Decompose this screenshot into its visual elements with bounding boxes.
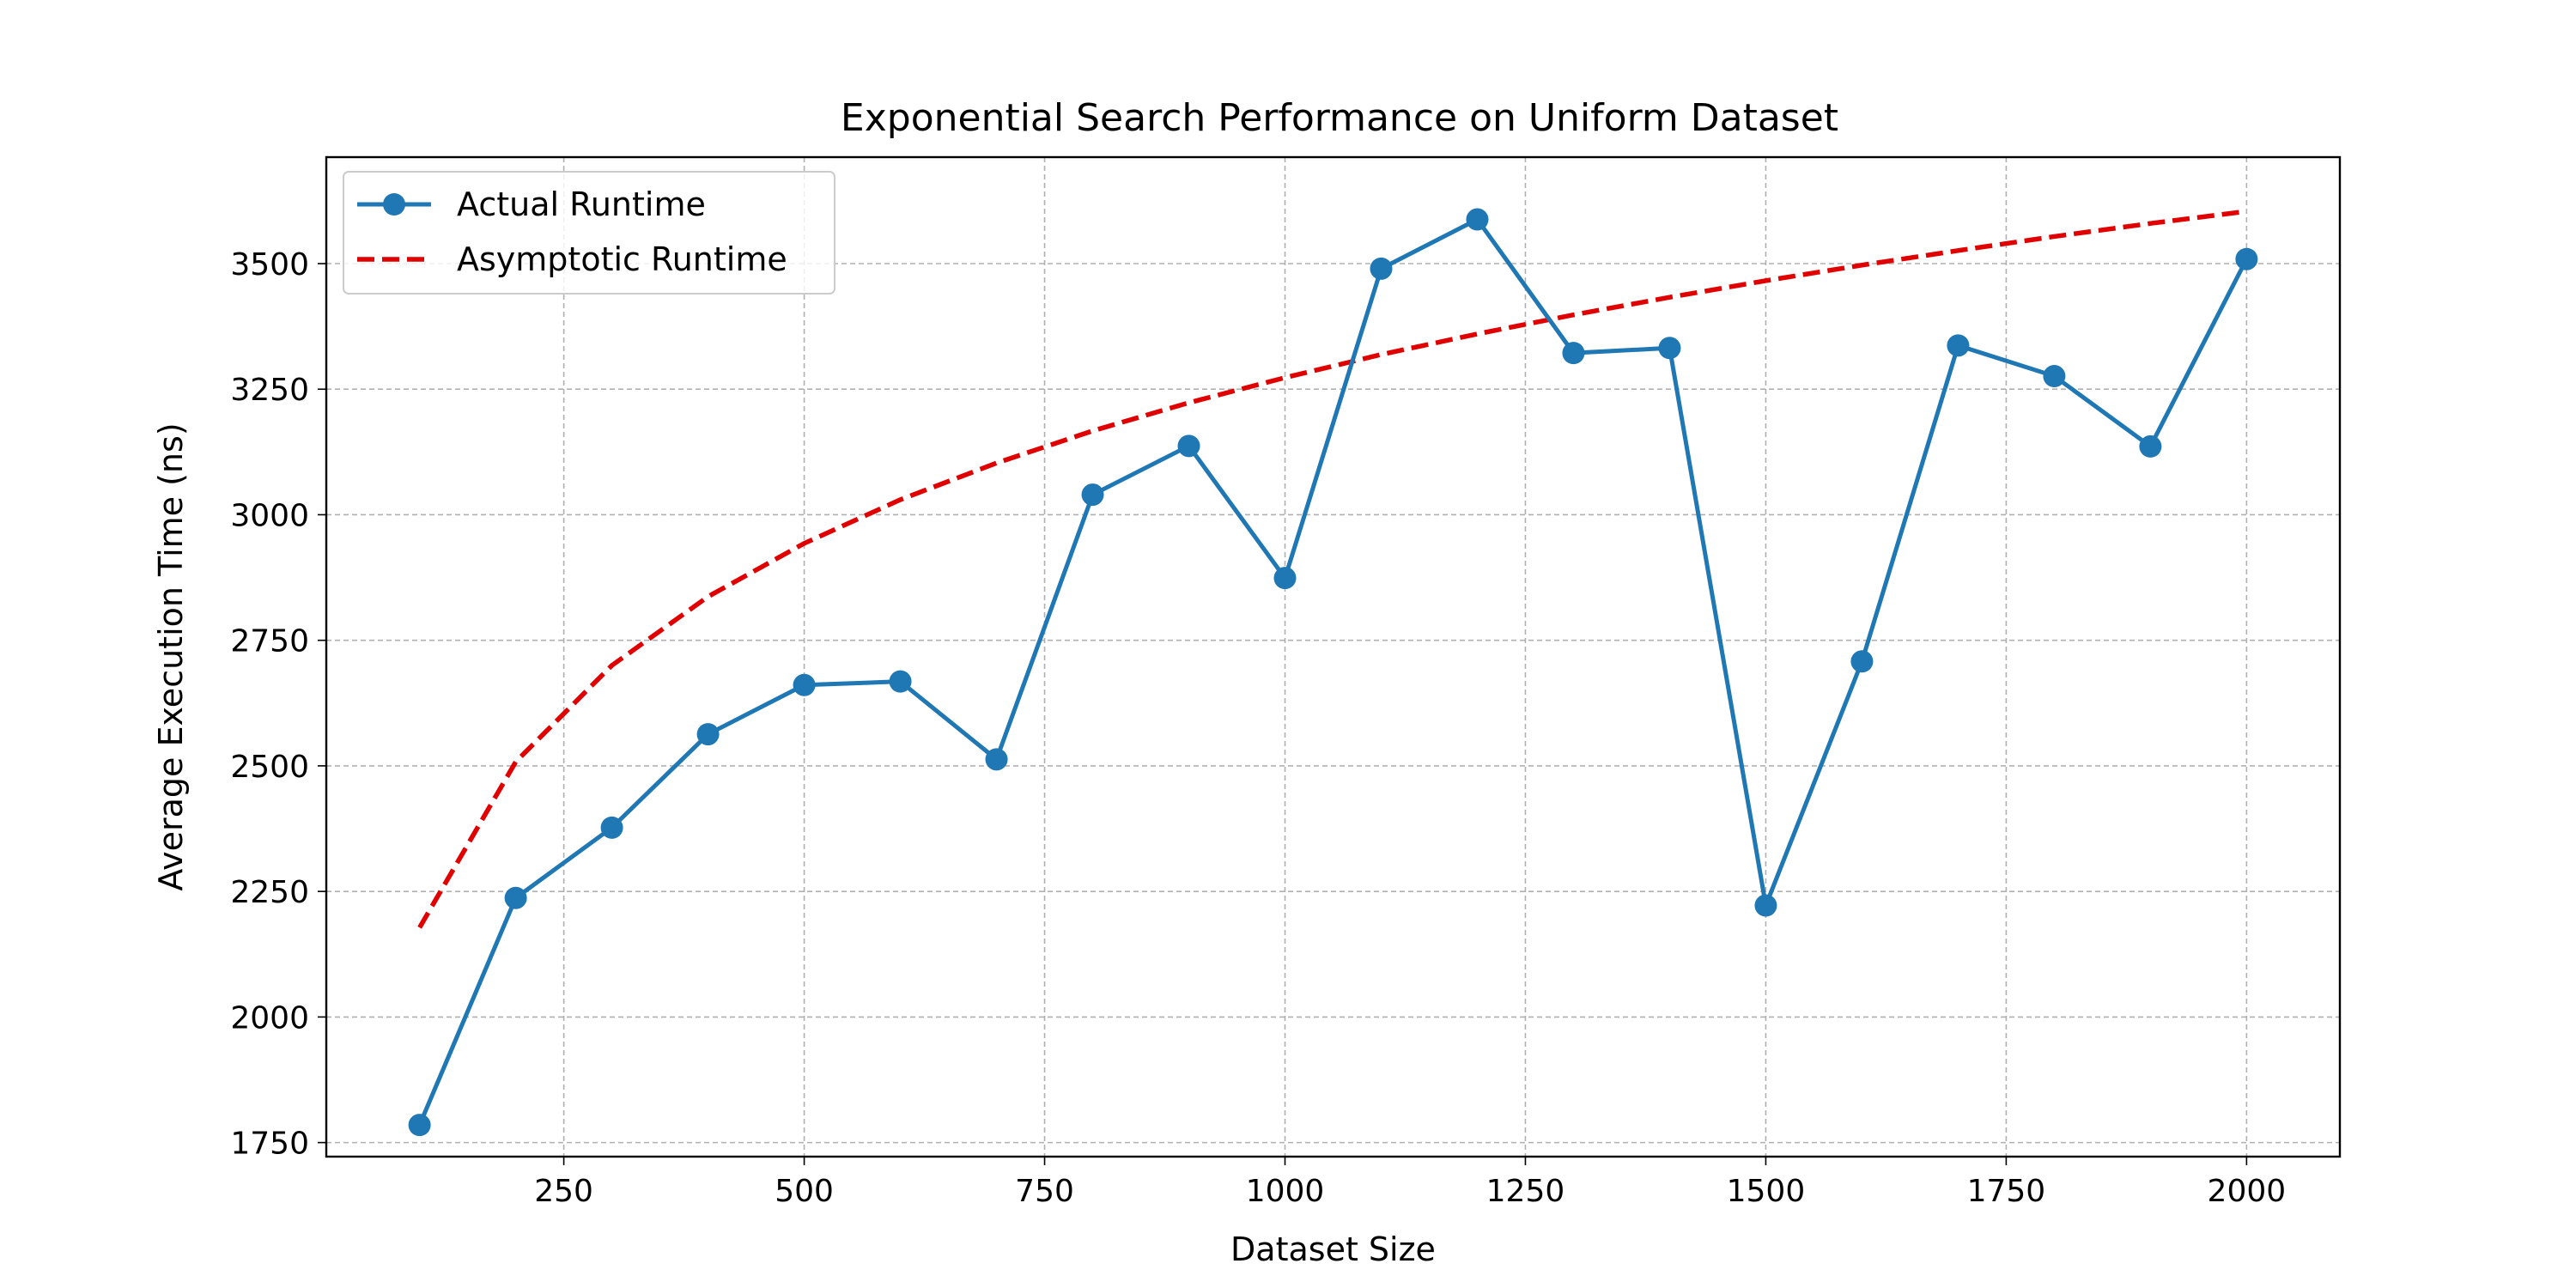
y-axis-label: Average Execution Time (ns) xyxy=(152,422,190,890)
legend-label-actual-runtime: Actual Runtime xyxy=(457,185,706,223)
series-line-asymptotic-runtime xyxy=(417,209,2247,929)
data-point-actual-runtime xyxy=(1273,567,1297,590)
y-tick-label: 3000 xyxy=(230,498,309,533)
x-axis-label: Dataset Size xyxy=(1230,1230,1436,1268)
data-point-actual-runtime xyxy=(2139,434,2162,458)
data-point-actual-runtime xyxy=(1370,257,1393,280)
series-line-actual-runtime xyxy=(417,217,2249,1127)
legend: Actual Runtime Asymptotic Runtime xyxy=(343,171,835,295)
data-point-actual-runtime xyxy=(2235,247,2258,270)
x-tick-label: 750 xyxy=(1015,1174,1074,1209)
y-tick-label: 2000 xyxy=(230,1000,309,1036)
data-point-actual-runtime xyxy=(1754,894,1777,917)
x-tick-label: 1500 xyxy=(1727,1174,1806,1209)
axis-ticks: 250 500 750 1000 1250 1500 1750 2000 1750 2000 225… xyxy=(230,247,2286,1209)
data-point-actual-runtime xyxy=(1850,650,1874,673)
data-point-actual-runtime xyxy=(2043,365,2066,388)
data-point-actual-runtime xyxy=(1177,434,1200,458)
x-tick-label: 2000 xyxy=(2208,1174,2287,1209)
y-tick-label: 3250 xyxy=(230,373,309,408)
data-point-actual-runtime xyxy=(1081,483,1104,507)
data-point-actual-runtime xyxy=(408,1114,431,1137)
x-tick-label: 1750 xyxy=(1967,1174,2046,1209)
x-tick-label: 1250 xyxy=(1486,1174,1565,1209)
data-point-actual-runtime xyxy=(504,886,527,909)
data-point-actual-runtime xyxy=(1947,334,1970,357)
y-tick-label: 3500 xyxy=(230,247,309,283)
y-tick-label: 2750 xyxy=(230,624,309,659)
legend-label-asymptotic-runtime: Asymptotic Runtime xyxy=(457,240,787,278)
x-tick-label: 500 xyxy=(775,1174,834,1209)
legend-box xyxy=(343,171,835,295)
y-tick-label: 1750 xyxy=(230,1127,309,1162)
chart-title: Exponential Search Performance on Unifor… xyxy=(841,96,1838,140)
data-point-actual-runtime xyxy=(793,673,816,696)
legend-marker-actual-runtime xyxy=(383,193,405,216)
plot-series xyxy=(408,208,2258,1137)
grid-lines xyxy=(326,157,2340,1157)
x-tick-label: 250 xyxy=(534,1174,593,1209)
y-tick-label: 2500 xyxy=(230,750,309,785)
data-point-actual-runtime xyxy=(985,748,1008,771)
plot-area-frame xyxy=(325,155,2342,1158)
data-point-actual-runtime xyxy=(889,670,912,693)
data-point-actual-runtime xyxy=(1466,208,1489,231)
x-tick-label: 1000 xyxy=(1246,1174,1325,1209)
data-point-actual-runtime xyxy=(600,816,623,839)
data-point-actual-runtime xyxy=(696,723,720,746)
data-point-actual-runtime xyxy=(1658,337,1681,360)
data-point-actual-runtime xyxy=(1562,342,1585,365)
y-tick-label: 2250 xyxy=(230,875,309,910)
